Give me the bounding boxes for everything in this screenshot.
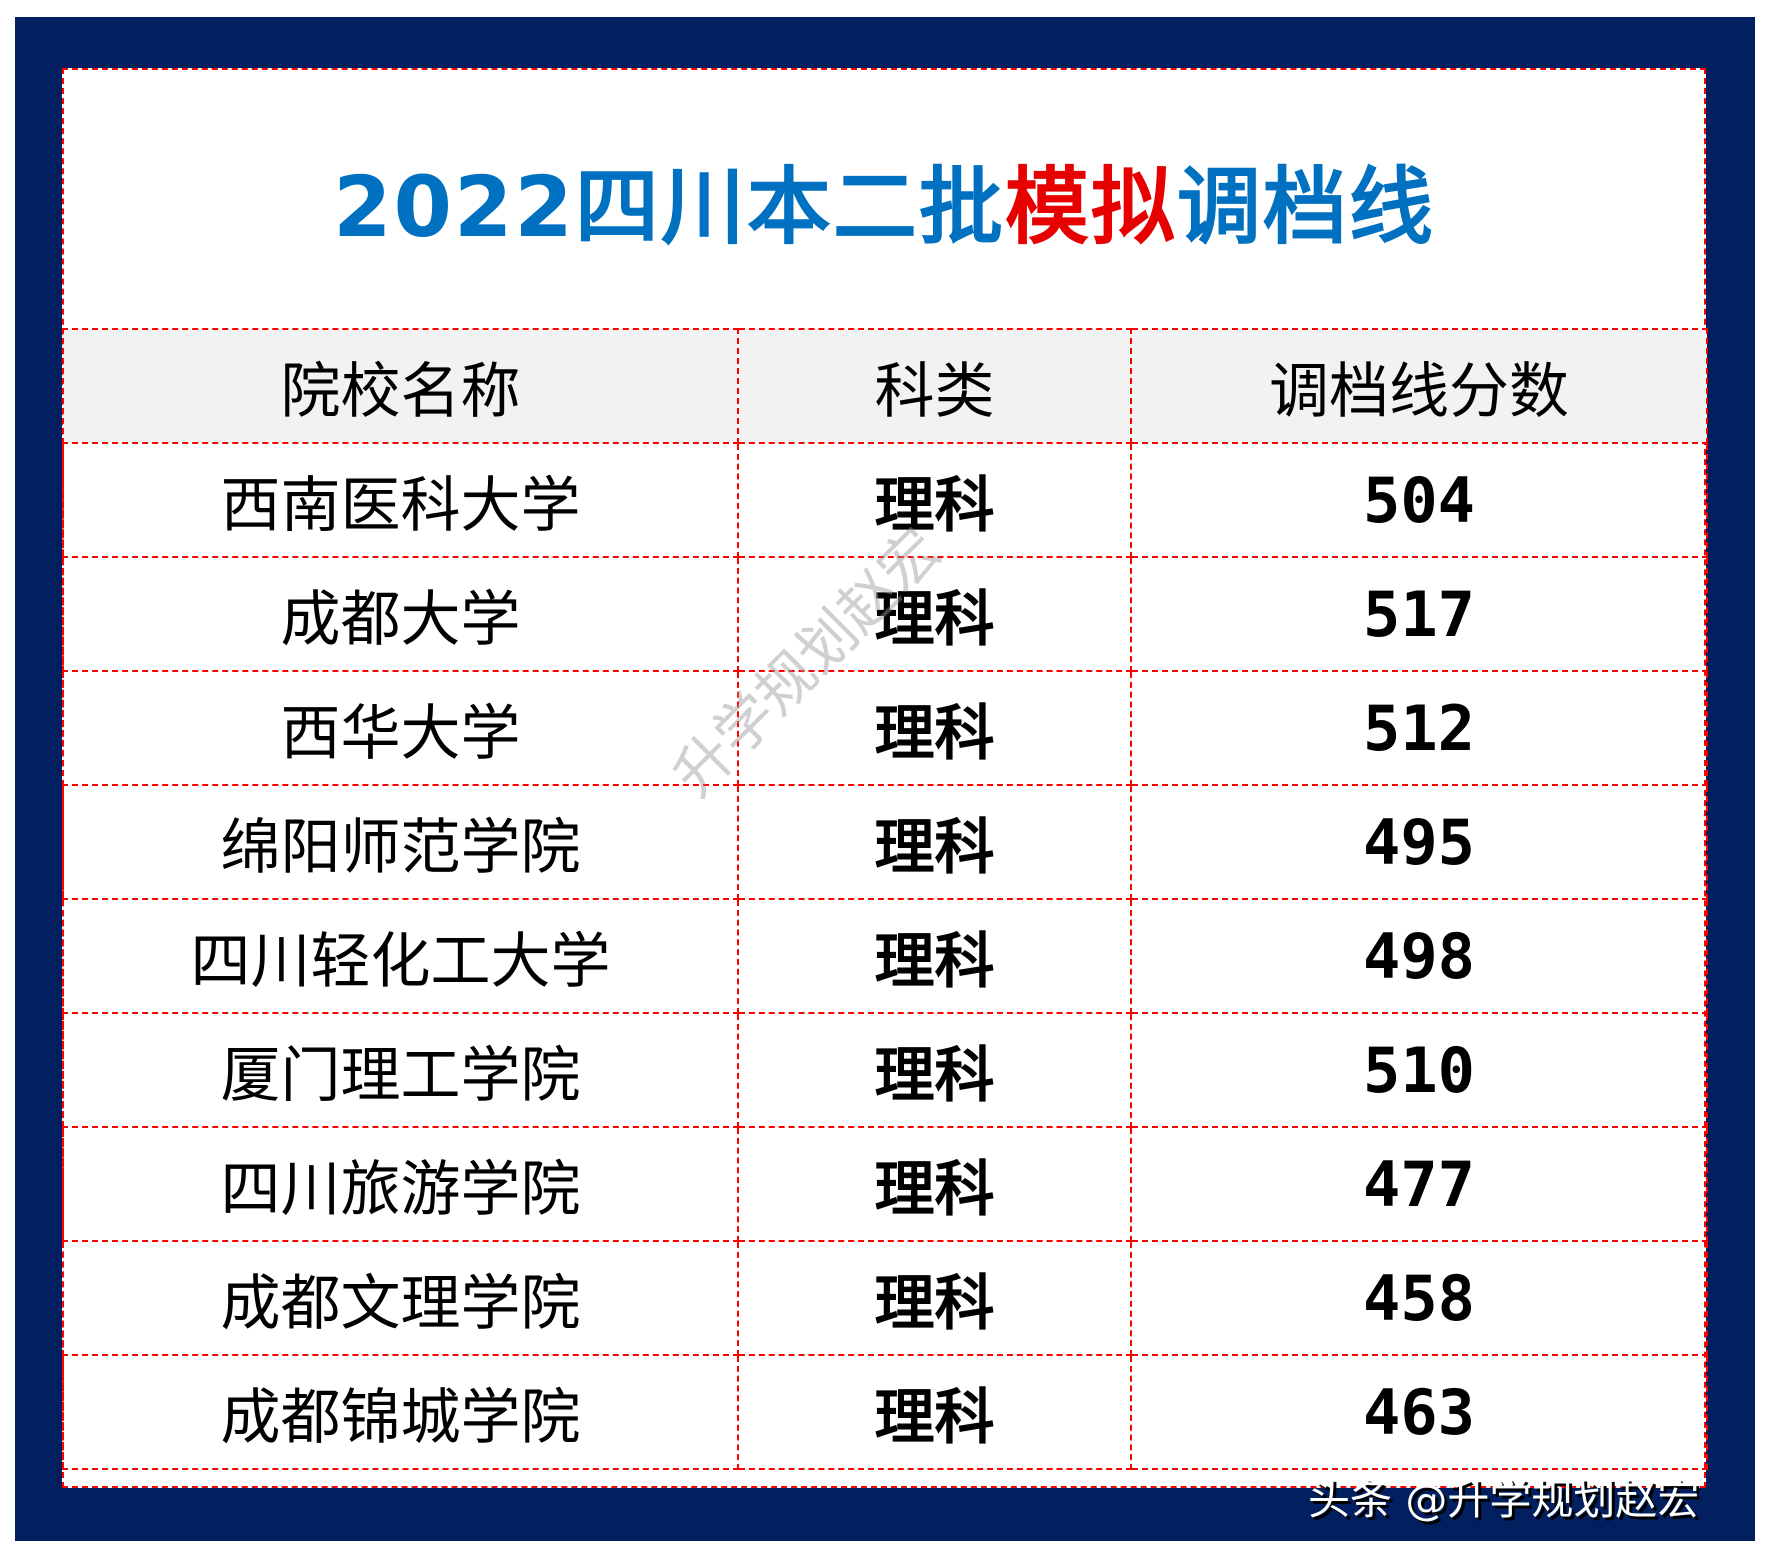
header-category: 科类: [737, 328, 1132, 444]
table-row: 厦门理工学院 理科 510: [62, 1012, 1708, 1128]
table-row: 绵阳师范学院 理科 495: [62, 784, 1708, 900]
cell-category: 理科: [737, 1240, 1132, 1356]
cell-category: 理科: [737, 1354, 1132, 1470]
table-panel: 2022四川本二批 模拟 调档线 院校名称 科类 调档线分数 西南医科大学 理科 504…: [62, 68, 1708, 1488]
header-score: 调档线分数: [1130, 328, 1708, 444]
cell-category: 理科: [737, 784, 1132, 900]
cell-school: 四川轻化工大学: [62, 898, 739, 1014]
table-row: 成都大学 理科 517: [62, 556, 1708, 672]
cell-score: 504: [1130, 442, 1708, 558]
header-row: 院校名称 科类 调档线分数: [62, 328, 1708, 444]
page-title: 2022四川本二批 模拟 调档线: [64, 70, 1704, 330]
cell-school: 成都锦城学院: [62, 1354, 739, 1470]
cell-category: 理科: [737, 442, 1132, 558]
cell-score: 463: [1130, 1354, 1708, 1470]
table-row: 西南医科大学 理科 504: [62, 442, 1708, 558]
cell-school: 厦门理工学院: [62, 1012, 739, 1128]
score-table: 院校名称 科类 调档线分数 西南医科大学 理科 504 成都大学 理科 517 西华大学 理科…: [62, 328, 1708, 1470]
cell-score: 517: [1130, 556, 1708, 672]
title-highlight: 模拟: [1004, 157, 1177, 256]
title-part2: 调档线: [1176, 157, 1435, 256]
cell-category: 理科: [737, 898, 1132, 1014]
cell-category: 理科: [737, 556, 1132, 672]
table-row: 四川轻化工大学 理科 498: [62, 898, 1708, 1014]
cell-score: 477: [1130, 1126, 1708, 1242]
cell-school: 西华大学: [62, 670, 739, 786]
table-row: 成都文理学院 理科 458: [62, 1240, 1708, 1356]
table-row: 成都锦城学院 理科 463: [62, 1354, 1708, 1470]
footer-credit: 头条 @升学规划赵宏: [1308, 1475, 1700, 1524]
cell-score: 458: [1130, 1240, 1708, 1356]
cell-score: 498: [1130, 898, 1708, 1014]
cell-school: 成都大学: [62, 556, 739, 672]
cell-school: 四川旅游学院: [62, 1126, 739, 1242]
cell-score: 510: [1130, 1012, 1708, 1128]
cell-score: 495: [1130, 784, 1708, 900]
title-part1: 2022四川本二批: [333, 157, 1005, 256]
cell-school: 绵阳师范学院: [62, 784, 739, 900]
cell-school: 成都文理学院: [62, 1240, 739, 1356]
table-row: 西华大学 理科 512: [62, 670, 1708, 786]
cell-category: 理科: [737, 1012, 1132, 1128]
header-school: 院校名称: [62, 328, 739, 444]
cell-category: 理科: [737, 1126, 1132, 1242]
cell-category: 理科: [737, 670, 1132, 786]
cell-school: 西南医科大学: [62, 442, 739, 558]
table-row: 四川旅游学院 理科 477: [62, 1126, 1708, 1242]
cell-score: 512: [1130, 670, 1708, 786]
